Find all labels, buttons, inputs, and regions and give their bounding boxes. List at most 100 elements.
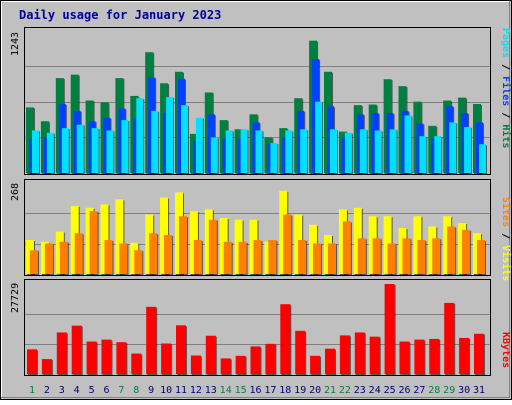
x-tick-label: 29: [443, 385, 455, 396]
legend-separator: /: [500, 106, 511, 124]
bar-pages: [344, 132, 352, 173]
bar-kbytes: [205, 335, 216, 374]
bar-pages: [121, 120, 129, 173]
plot-visits-sites: [25, 190, 490, 275]
x-tick-label: 13: [205, 385, 217, 396]
x-tick-label: 9: [148, 385, 154, 396]
x-tick-label: 28: [428, 385, 440, 396]
bar-pages: [359, 129, 367, 173]
bar-kbytes: [399, 341, 410, 374]
x-tick-label: 15: [235, 385, 247, 396]
bar-sites: [402, 238, 411, 274]
bar-pages: [136, 98, 144, 173]
bar-sites: [74, 233, 83, 274]
x-tick-label: 3: [59, 385, 65, 396]
y-max-label-hits: 1243: [10, 32, 21, 56]
bar-sites: [223, 241, 232, 274]
bar-pages: [225, 130, 233, 173]
bar-sites: [298, 240, 307, 274]
bar-sites: [462, 229, 471, 274]
legend-kbytes: KBytes: [500, 332, 511, 368]
bar-sites: [477, 240, 485, 274]
bar-pages: [46, 132, 54, 173]
bar-kbytes: [131, 353, 142, 374]
bar-pages: [449, 122, 457, 173]
bar-sites: [164, 234, 173, 274]
bar-kbytes: [27, 349, 37, 374]
bar-kbytes: [41, 359, 52, 374]
bar-sites: [447, 226, 456, 274]
legend-pages-label: Pages: [500, 28, 511, 58]
x-tick-label: 5: [89, 385, 95, 396]
bar-pages: [464, 126, 472, 173]
x-tick-label: 6: [103, 385, 109, 396]
bar-pages: [151, 110, 159, 173]
x-tick-label: 18: [279, 385, 291, 396]
legend-kbytes-label: KBytes: [500, 332, 511, 368]
bar-visits: [115, 199, 124, 274]
bar-pages: [32, 130, 39, 173]
bar-pages: [404, 115, 412, 173]
bar-sites: [44, 243, 53, 274]
bar-sites: [313, 243, 322, 274]
bar-sites: [417, 240, 426, 274]
bar-kbytes: [295, 330, 306, 374]
x-tick-label: 4: [74, 385, 80, 396]
x-tick-label: 20: [309, 385, 321, 396]
legend-hits-label: Hits: [500, 124, 512, 148]
bar-pages: [479, 144, 486, 173]
bar-sites: [328, 243, 336, 274]
bar-sites: [193, 240, 202, 274]
bar-visits: [100, 204, 109, 274]
legend-hits-files-pages: Pages / Files / Hits: [500, 28, 512, 148]
bar-kbytes: [325, 348, 335, 374]
bar-pages: [166, 97, 174, 173]
bar-pages: [419, 136, 427, 173]
bar-kbytes: [235, 355, 246, 374]
x-tick-label: 17: [264, 385, 276, 396]
bar-sites: [179, 216, 187, 274]
bar-pages: [389, 129, 397, 173]
bar-pages: [270, 143, 278, 173]
bar-kbytes: [310, 355, 321, 374]
bar-sites: [268, 240, 277, 274]
chart-title: Daily usage for January 2023: [19, 8, 221, 22]
bar-kbytes: [280, 304, 291, 374]
bar-kbytes: [220, 358, 231, 374]
bar-sites: [149, 233, 158, 274]
bar-sites: [432, 238, 441, 274]
bar-pages: [255, 130, 263, 173]
x-tick-label: 23: [354, 385, 366, 396]
bar-sites: [372, 238, 381, 274]
bar-sites: [238, 241, 247, 274]
x-tick-label: 26: [398, 385, 410, 396]
bar-kbytes: [339, 335, 350, 374]
x-tick-label: 2: [44, 385, 50, 396]
x-tick-label: 12: [190, 385, 202, 396]
bar-kbytes: [384, 284, 395, 374]
bar-kbytes: [414, 339, 425, 374]
bar-kbytes: [56, 332, 67, 374]
x-tick-label: 1: [29, 385, 35, 396]
x-axis-day-labels: 1 2 3 4 5 6 7 8 9 10 11 12 13 14 15 16 17 18 19 20 21 22 23 24 2…: [29, 385, 485, 396]
bar-pages: [315, 101, 323, 173]
x-tick-label: 21: [324, 385, 336, 396]
legend-separator: /: [500, 58, 511, 76]
y-max-label-visits: 268: [10, 183, 21, 201]
bar-kbytes: [116, 342, 127, 374]
x-tick-label: 30: [458, 385, 470, 396]
bar-kbytes: [190, 355, 201, 374]
bar-pages: [195, 117, 203, 173]
x-tick-label: 31: [473, 385, 485, 396]
bar-kbytes: [86, 341, 97, 374]
x-tick-label: 19: [294, 385, 306, 396]
x-tick-label: 25: [384, 385, 396, 396]
x-tick-label: 8: [133, 385, 139, 396]
bar-pages: [76, 124, 84, 173]
x-tick-label: 14: [220, 385, 232, 396]
x-tick-label: 24: [369, 385, 381, 396]
bar-sites: [134, 250, 143, 274]
y-max-label-kbytes: 27729: [10, 283, 21, 313]
plot-hits-files-pages: [25, 40, 490, 175]
